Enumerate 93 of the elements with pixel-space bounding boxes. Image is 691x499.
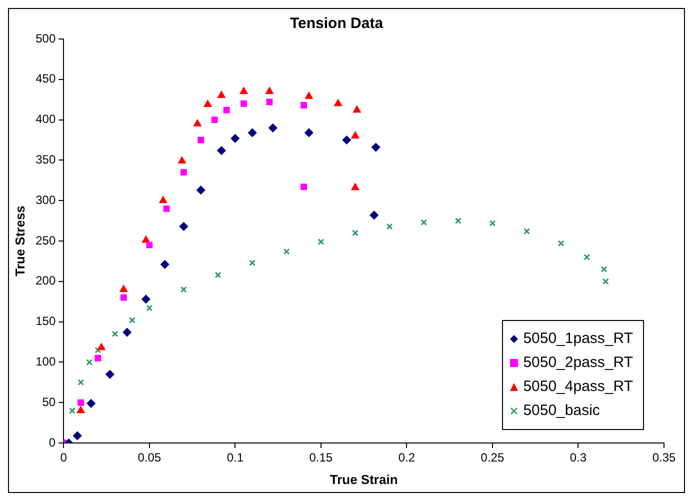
point — [353, 106, 361, 113]
point — [352, 230, 358, 236]
point — [120, 294, 127, 301]
point — [305, 92, 313, 99]
point — [230, 134, 240, 143]
y-tick-label: 250 — [36, 233, 56, 248]
point — [266, 98, 273, 106]
point — [248, 128, 257, 137]
point — [240, 87, 248, 94]
point — [420, 219, 428, 226]
point — [179, 222, 188, 231]
point — [249, 260, 256, 266]
point — [163, 205, 170, 212]
x-tick-label: 0.25 — [480, 450, 504, 465]
point — [602, 278, 609, 285]
point — [304, 128, 314, 137]
point — [524, 228, 530, 235]
point — [454, 218, 462, 224]
point — [351, 132, 360, 138]
point — [98, 343, 106, 350]
point — [584, 254, 590, 260]
point — [160, 260, 170, 269]
y-tick-label: 300 — [36, 192, 56, 207]
point — [142, 294, 150, 304]
point — [198, 136, 204, 144]
x-axis-title: True Strain — [330, 472, 398, 487]
point — [146, 242, 153, 248]
point — [600, 266, 608, 273]
point — [112, 330, 118, 338]
point — [180, 286, 187, 293]
point — [86, 399, 96, 408]
point — [73, 431, 82, 440]
point — [300, 184, 307, 190]
legend-label: 5050_2pass_RT — [523, 353, 633, 373]
chart-title: Tension Data — [290, 15, 384, 32]
y-tick-label: 450 — [36, 72, 56, 86]
point — [370, 210, 378, 220]
y-tick-label: 200 — [36, 274, 56, 288]
point — [159, 196, 167, 204]
point — [129, 316, 136, 324]
point — [300, 102, 307, 108]
y-tick-label: 350 — [36, 152, 56, 167]
point — [78, 399, 84, 406]
point — [204, 100, 212, 107]
point — [342, 136, 351, 144]
point — [106, 370, 114, 379]
x-tick-label: 0.15 — [309, 450, 333, 465]
point — [266, 87, 274, 94]
point — [86, 358, 93, 366]
point — [217, 146, 226, 155]
y-tick-label: 400 — [36, 112, 56, 126]
point — [240, 100, 247, 107]
y-tick-label: 100 — [36, 354, 56, 369]
point — [76, 406, 85, 414]
point — [146, 304, 153, 312]
point — [334, 99, 342, 106]
point — [386, 223, 393, 230]
x-tick-label: 0.1 — [226, 450, 244, 465]
x-tick-label: 0.05 — [138, 450, 162, 465]
point — [211, 116, 218, 124]
point — [142, 236, 150, 243]
legend-label: 5050_1pass_RT — [523, 329, 633, 349]
point — [196, 186, 206, 194]
point — [558, 240, 564, 247]
point — [68, 407, 76, 414]
point — [489, 220, 496, 226]
y-tick-label: 0 — [48, 435, 56, 450]
point — [218, 91, 226, 98]
point — [194, 120, 202, 126]
point — [351, 183, 360, 190]
point — [120, 285, 128, 292]
x-tick-label: 0.3 — [570, 450, 587, 465]
x-tick-label: 0.2 — [398, 450, 416, 465]
point — [223, 106, 230, 114]
point — [318, 238, 324, 246]
point — [268, 124, 278, 132]
point — [180, 169, 187, 176]
point — [78, 379, 84, 386]
point — [94, 346, 102, 354]
x-tick-label: 0.35 — [652, 450, 676, 465]
point — [283, 248, 290, 255]
point — [178, 156, 186, 164]
y-tick-label: 50 — [42, 394, 56, 409]
legend-label: 5050_basic — [523, 401, 600, 421]
point — [214, 272, 222, 278]
y-tick-label: 150 — [36, 314, 56, 328]
y-tick-label: 500 — [36, 31, 56, 46]
point — [122, 328, 132, 337]
legend-label: 5050_4pass_RT — [523, 377, 633, 397]
y-axis-title: True Stress — [12, 206, 28, 276]
x-tick-label: 0 — [60, 450, 68, 465]
point — [372, 143, 380, 152]
point — [94, 354, 102, 362]
